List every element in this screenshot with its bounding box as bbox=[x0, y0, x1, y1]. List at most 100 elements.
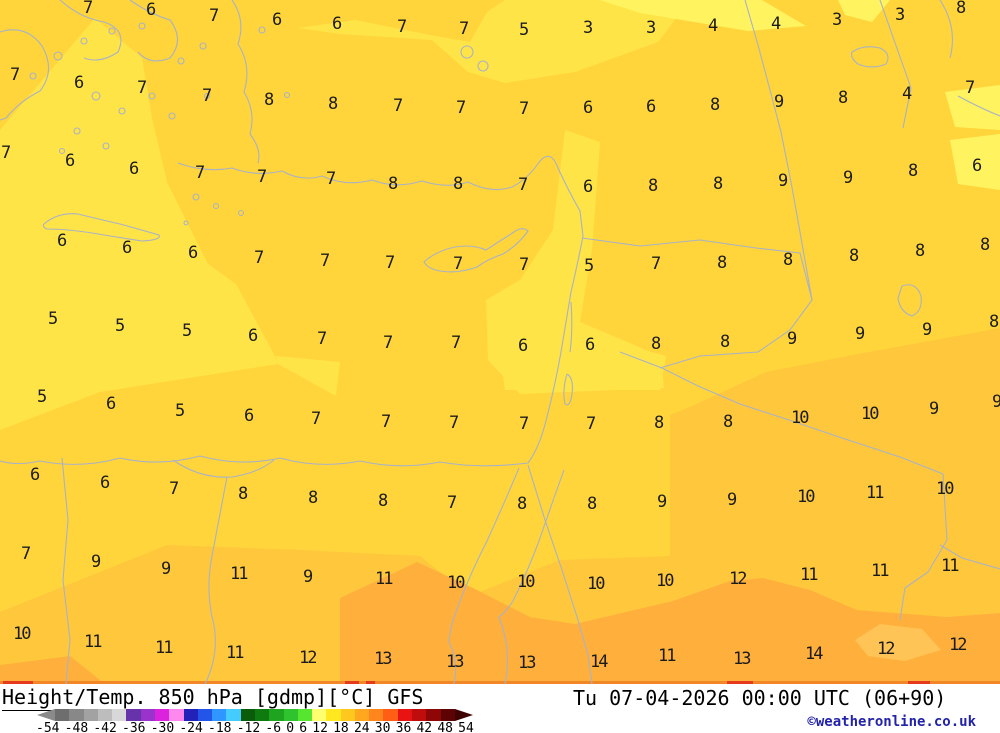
temp-value: 7 bbox=[10, 65, 20, 85]
temp-value: 3 bbox=[895, 5, 905, 25]
temp-value: 8 bbox=[654, 413, 664, 433]
temp-value: 11 bbox=[155, 638, 174, 658]
temp-value: 7 bbox=[254, 248, 264, 268]
lake-dead-sea bbox=[563, 373, 573, 406]
temp-value: 6 bbox=[248, 326, 258, 346]
temp-value: 10 bbox=[791, 408, 810, 428]
colorbar-segment bbox=[154, 709, 170, 721]
shade-region bbox=[298, 0, 690, 83]
colorbar-segment bbox=[126, 709, 141, 721]
temp-value: 5 bbox=[37, 387, 47, 407]
colorbar-segment bbox=[112, 709, 127, 721]
temp-value: 6 bbox=[583, 98, 593, 118]
lake-turkey-1 bbox=[460, 45, 474, 59]
temp-value: 10 bbox=[936, 479, 955, 499]
temp-value: 6 bbox=[122, 238, 132, 258]
temp-value: 7 bbox=[385, 253, 395, 273]
coast-nile-delta bbox=[172, 459, 275, 478]
colorbar-tick: 6 bbox=[299, 721, 308, 733]
border-iran bbox=[957, 95, 1000, 117]
temp-value: 6 bbox=[646, 97, 656, 117]
colorbar-segment bbox=[269, 709, 284, 721]
temp-value: 11 bbox=[84, 632, 103, 652]
temp-value: 9 bbox=[992, 392, 1000, 412]
colorbar-ticks: -54 -48 -42 -36 -30 -24 -18 -12 -6 0 6 12 18 24 30 36 42… bbox=[36, 721, 474, 733]
coast-anatolia-levant-egypt bbox=[0, 155, 584, 467]
colorbar-tick: -36 bbox=[122, 721, 146, 733]
temp-value: 7 bbox=[459, 19, 469, 39]
shade-region bbox=[0, 656, 105, 684]
temp-value: 9 bbox=[303, 567, 313, 587]
temp-value: 8 bbox=[453, 174, 463, 194]
temp-value: 13 bbox=[374, 649, 393, 669]
temp-value: 7 bbox=[209, 6, 219, 26]
temp-value: 8 bbox=[378, 491, 388, 511]
colorbar-tick: 24 bbox=[353, 721, 370, 733]
temp-value: 8 bbox=[980, 235, 990, 255]
temp-value: 7 bbox=[449, 413, 459, 433]
temp-value: 7 bbox=[202, 86, 212, 106]
island-crete bbox=[42, 213, 160, 242]
temp-value: 8 bbox=[956, 0, 966, 18]
temp-value: 8 bbox=[308, 488, 318, 508]
temp-value: 6 bbox=[30, 465, 40, 485]
colorbar-segment bbox=[55, 709, 70, 721]
credit-link[interactable]: ©weatheronline.co.uk bbox=[807, 714, 976, 730]
temp-value: 3 bbox=[583, 18, 593, 38]
colorbar-segment bbox=[197, 709, 213, 721]
temp-value: 8 bbox=[849, 246, 859, 266]
colorbar-left-arrow bbox=[37, 709, 55, 721]
temp-value: 7 bbox=[447, 493, 457, 513]
shade-region bbox=[600, 0, 806, 31]
temp-value: 4 bbox=[708, 16, 718, 36]
temp-value: 7 bbox=[397, 17, 407, 37]
temp-value: 7 bbox=[317, 329, 327, 349]
temp-value: 8 bbox=[989, 312, 999, 332]
temp-value: 7 bbox=[169, 479, 179, 499]
colorbar-segment bbox=[212, 709, 227, 721]
colorbar-tick: 18 bbox=[333, 721, 349, 733]
temp-value: 14 bbox=[590, 652, 609, 672]
border-syria bbox=[581, 237, 813, 369]
coast-red-sea bbox=[498, 616, 508, 684]
temperature-colorbar bbox=[55, 709, 455, 721]
temp-value: 7 bbox=[965, 78, 975, 98]
temp-value: 14 bbox=[805, 644, 824, 664]
shade-region bbox=[340, 562, 1000, 684]
colorbar-segment bbox=[183, 709, 198, 721]
colorbar-tick: 54 bbox=[458, 721, 474, 733]
temp-value: 8 bbox=[328, 94, 338, 114]
temp-value: 6 bbox=[146, 0, 156, 20]
temp-value: 3 bbox=[646, 18, 656, 38]
temp-value: 9 bbox=[843, 168, 853, 188]
temp-value: 7 bbox=[519, 255, 529, 275]
lake-iraq bbox=[897, 284, 922, 317]
temp-value: 11 bbox=[375, 569, 394, 589]
temp-value: 11 bbox=[800, 565, 819, 585]
colorbar-segment bbox=[326, 709, 341, 721]
temp-value: 13 bbox=[446, 652, 465, 672]
temp-value: 8 bbox=[651, 334, 661, 354]
temp-value: 6 bbox=[518, 336, 528, 356]
footer-bar: Height/Temp. 850 hPa [gdmp][°C] GFS Tu 0… bbox=[0, 684, 1000, 733]
colorbar-tick: -6 bbox=[265, 721, 282, 733]
colorbar-segment bbox=[397, 709, 413, 721]
colorbar-tick: 12 bbox=[312, 721, 328, 733]
temp-value: 12 bbox=[877, 639, 896, 659]
coast-aegean-turkey bbox=[231, 0, 260, 164]
border-ne-corner bbox=[939, 0, 953, 59]
colorbar-segment bbox=[354, 709, 370, 721]
temp-value: 7 bbox=[451, 333, 461, 353]
temp-value: 8 bbox=[713, 174, 723, 194]
colorbar-tick: -30 bbox=[150, 721, 175, 733]
coast-gulf-of-aqaba bbox=[498, 469, 565, 618]
lake-van bbox=[851, 46, 889, 68]
colorbar-tick: 48 bbox=[437, 721, 453, 733]
temp-value: 8 bbox=[908, 161, 918, 181]
shade-region bbox=[486, 130, 664, 394]
temp-value: 6 bbox=[65, 151, 75, 171]
temp-value: 7 bbox=[393, 96, 403, 116]
lake-turkey-2 bbox=[477, 60, 489, 72]
border-se-corner bbox=[939, 544, 1000, 570]
